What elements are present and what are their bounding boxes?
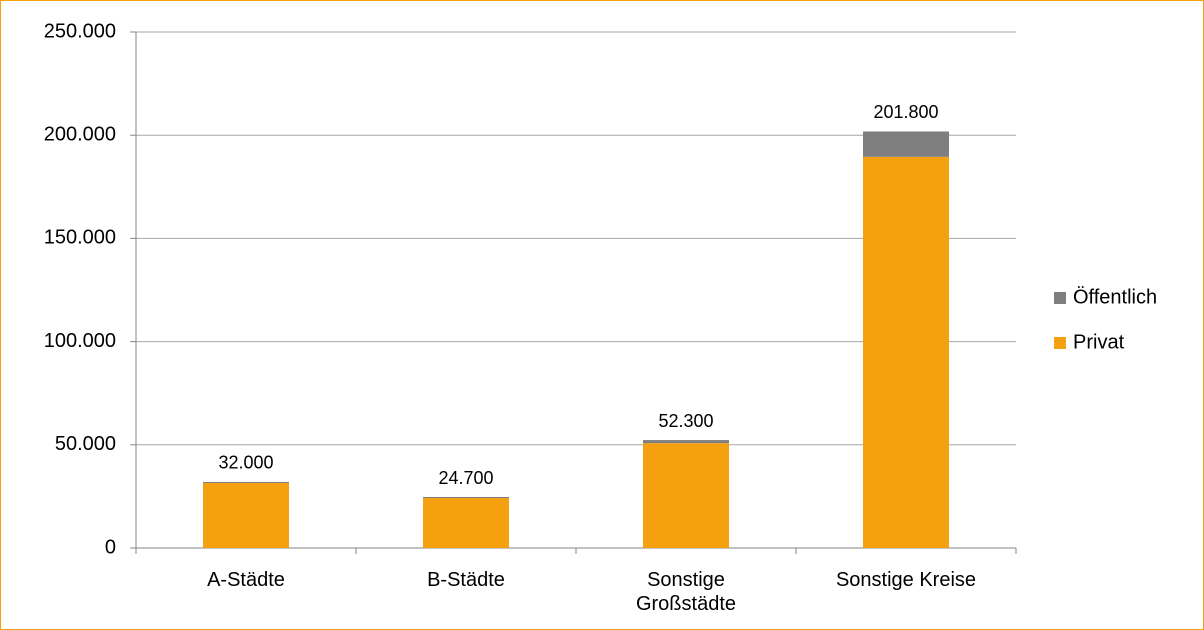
legend-swatch xyxy=(1054,337,1066,349)
total-label: 201.800 xyxy=(873,102,938,122)
legend-label: Öffentlich xyxy=(1073,286,1157,308)
y-tick-label: 250.000 xyxy=(44,20,116,42)
bar-segment xyxy=(643,443,729,548)
bar-segment xyxy=(423,497,509,499)
bar-segment xyxy=(203,482,289,548)
y-tick-label: 150.000 xyxy=(44,227,116,249)
x-tick-label: B-Städte xyxy=(427,569,505,591)
y-tick-label: 200.000 xyxy=(44,123,116,145)
y-tick-label: 0 xyxy=(105,536,116,558)
y-tick-label: 50.000 xyxy=(55,433,116,455)
bar-segment xyxy=(863,131,949,157)
total-label: 24.700 xyxy=(438,468,493,488)
x-tick-label: A-Städte xyxy=(207,569,285,591)
y-tick-label: 100.000 xyxy=(44,330,116,352)
bar-segment xyxy=(423,498,509,548)
legend-label: Privat xyxy=(1073,331,1125,353)
x-tick-label: Sonstige Kreise xyxy=(835,569,977,591)
bar-segment xyxy=(863,156,949,548)
total-label: 52.300 xyxy=(658,411,713,431)
legend-swatch xyxy=(1054,292,1066,304)
bar-segment xyxy=(203,481,289,483)
total-label: 32.000 xyxy=(218,453,273,473)
x-tick-label: Sonstige Großstädte xyxy=(635,569,737,615)
bar-segment xyxy=(643,440,729,444)
